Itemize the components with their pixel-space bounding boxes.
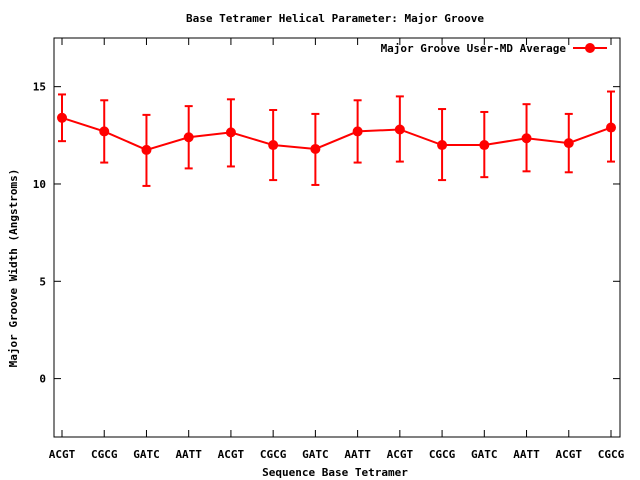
x-tick-label: CGCG	[429, 448, 456, 461]
data-point	[394, 124, 405, 135]
y-tick-label: 10	[33, 178, 46, 191]
x-tick-label: CGCG	[260, 448, 287, 461]
data-point	[479, 140, 490, 151]
y-tick-label: 0	[39, 373, 46, 386]
series-line	[61, 116, 612, 151]
x-tick-label: ACGT	[387, 448, 414, 461]
legend: Major Groove User-MD Average	[381, 42, 607, 55]
y-tick-label: 15	[33, 81, 46, 94]
data-point	[57, 112, 67, 123]
data-point	[606, 122, 616, 133]
data-point	[141, 144, 152, 155]
data-point	[352, 126, 363, 137]
x-tick-label: AATT	[513, 448, 540, 461]
data-point	[225, 127, 236, 138]
plot-frame	[53, 37, 621, 438]
y-axis-label: Major Groove Width (Angstroms)	[7, 169, 20, 368]
data-point	[563, 138, 574, 149]
y-tick-label: 5	[39, 275, 46, 288]
y-axis: 0 5 10 15	[33, 81, 620, 386]
x-tick-label: GATC	[302, 448, 329, 461]
x-tick-label: AATT	[344, 448, 371, 461]
legend-marker	[585, 43, 595, 53]
x-tick-label: GATC	[133, 448, 160, 461]
data-point	[99, 126, 110, 137]
x-tick-label: CGCG	[91, 448, 118, 461]
x-tick-label: ACGT	[556, 448, 583, 461]
x-tick-label: ACGT	[218, 448, 245, 461]
data-point	[183, 132, 194, 143]
x-axis-label: Sequence Base Tetramer	[262, 466, 408, 479]
x-tick-label: AATT	[175, 448, 202, 461]
data-point	[437, 140, 448, 151]
x-tick-label: ACGT	[49, 448, 76, 461]
data-point	[521, 133, 532, 144]
x-tick-label: GATC	[471, 448, 498, 461]
chart-title: Base Tetramer Helical Parameter: Major G…	[186, 12, 484, 25]
data-point	[268, 140, 279, 151]
series-layer	[57, 90, 616, 187]
data-point	[310, 143, 321, 154]
x-tick-label: CGCG	[598, 448, 625, 461]
legend-label: Major Groove User-MD Average	[381, 42, 567, 55]
x-axis: ACGT CGCG GATC AATT ACGT CGCG GATC AATT ACGT CGCG…	[49, 38, 625, 461]
